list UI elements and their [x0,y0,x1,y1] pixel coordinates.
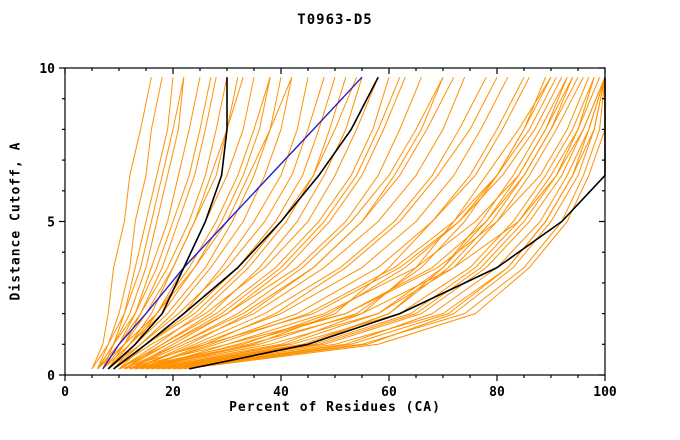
x-axis-label: Percent of Residues (CA) [229,400,441,415]
model-curve-orange [156,77,606,370]
model-curve-orange [135,76,584,370]
model-curve-orange [113,77,293,370]
model-curve-orange [118,76,563,370]
model-curve-orange [145,77,574,370]
model-curve-orange [129,77,466,370]
highlight-curve-black [113,76,379,370]
model-curve-orange [124,77,401,370]
model-curve-orange [102,77,271,370]
model-curve-orange [96,77,163,370]
x-tick-label: 40 [273,385,289,400]
chart-title: T0963-D5 [297,12,373,28]
curves-layer [91,76,606,370]
model-curve-orange [107,77,217,370]
model-curve-orange [97,77,293,370]
model-curve-orange [102,77,244,370]
model-curve-orange [140,76,530,370]
model-curve-orange [140,76,498,370]
model-curve-orange [151,77,568,370]
model-curve-orange [145,77,595,370]
x-tick-label: 20 [165,385,181,400]
model-curve-orange [129,77,406,370]
model-curve-orange [134,76,455,370]
axis-ticks: 0 20 40 60 80 100 0 5 10 [39,62,617,400]
model-curve-orange [135,77,547,370]
y-tick-label: 0 [47,369,55,384]
model-curve-orange [102,77,201,370]
model-curve-orange [129,76,557,370]
model-curve-orange [140,76,552,370]
model-curve-orange [156,77,601,370]
model-curve-orange [96,77,212,370]
model-curve-orange [167,77,606,370]
model-curve-orange [162,77,595,370]
highlight-curve-black [107,77,228,370]
highlight-curve-blue [102,76,363,370]
x-tick-label: 80 [489,385,505,400]
model-curve-orange [96,77,174,370]
model-curve-orange [91,77,185,370]
model-curve-orange [135,76,487,370]
x-tick-label: 0 [61,385,69,400]
model-curve-orange [129,76,509,370]
model-curve-orange [124,77,363,370]
model-curve-orange [113,77,379,370]
model-curve-orange [129,76,444,370]
x-tick-label: 100 [593,385,617,400]
model-curve-orange [178,77,606,370]
model-curve-orange [172,77,606,370]
y-tick-label: 10 [39,62,55,77]
x-tick-label: 60 [381,385,397,400]
model-curve-orange [107,77,271,370]
model-curve-orange [129,76,525,370]
model-curve-orange [140,77,590,370]
model-curve-orange [172,77,606,370]
model-curve-orange [91,77,152,370]
model-curve-orange [118,77,347,370]
model-curve-orange [183,77,606,370]
y-tick-label: 5 [47,216,55,231]
model-curve-orange [118,77,390,370]
model-curve-orange [113,77,358,370]
model-curve-orange [102,77,185,370]
